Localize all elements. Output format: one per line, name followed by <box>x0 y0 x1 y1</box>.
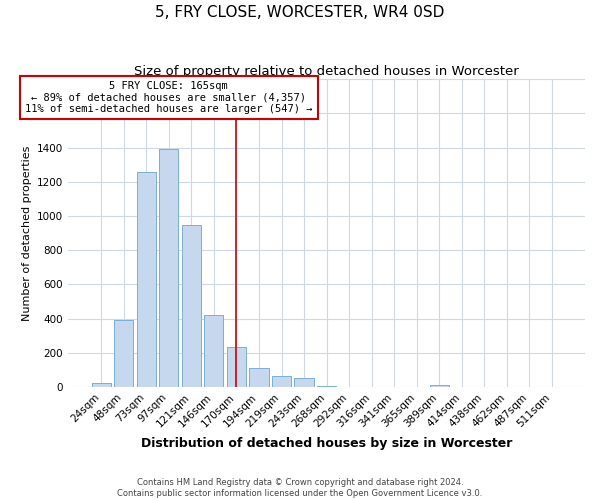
Bar <box>317 386 336 387</box>
Bar <box>159 150 178 387</box>
Bar <box>137 172 156 387</box>
Bar <box>430 385 449 387</box>
Bar <box>227 347 246 387</box>
Bar <box>182 224 201 387</box>
Text: 5 FRY CLOSE: 165sqm
← 89% of detached houses are smaller (4,357)
11% of semi-det: 5 FRY CLOSE: 165sqm ← 89% of detached ho… <box>25 81 313 114</box>
Bar <box>114 320 133 387</box>
X-axis label: Distribution of detached houses by size in Worcester: Distribution of detached houses by size … <box>141 437 512 450</box>
Bar <box>250 368 269 387</box>
Bar <box>272 376 291 387</box>
Bar <box>295 378 314 387</box>
Bar <box>205 315 223 387</box>
Title: Size of property relative to detached houses in Worcester: Size of property relative to detached ho… <box>134 65 519 78</box>
Text: 5, FRY CLOSE, WORCESTER, WR4 0SD: 5, FRY CLOSE, WORCESTER, WR4 0SD <box>155 5 445 20</box>
Y-axis label: Number of detached properties: Number of detached properties <box>22 146 32 320</box>
Bar <box>92 382 111 387</box>
Text: Contains HM Land Registry data © Crown copyright and database right 2024.
Contai: Contains HM Land Registry data © Crown c… <box>118 478 482 498</box>
